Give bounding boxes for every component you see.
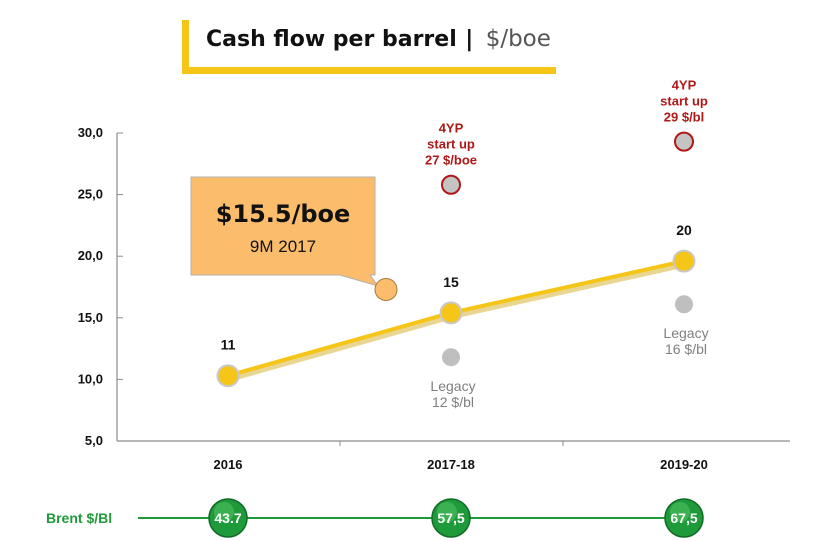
brent-marker — [664, 498, 704, 538]
title-bracket-left — [182, 20, 189, 74]
data-point — [672, 249, 696, 273]
legacy-annotation: Legacy — [663, 325, 708, 341]
brent-marker-highlight — [214, 502, 234, 522]
4yp-point — [441, 174, 461, 195]
brent-value: 57,5 — [437, 510, 464, 526]
x-tick-label: 2019-20 — [660, 457, 708, 472]
4yp-annotation: start up — [660, 94, 708, 109]
data-label: 20 — [676, 222, 692, 238]
callout-period: 9M 2017 — [250, 237, 316, 256]
y-axis-ticks: 5,0 10,0 15,0 20,0 25,0 30,0 — [78, 125, 123, 448]
legacy-annotation: 12 $/bl — [432, 394, 474, 410]
4yp-annotation: 4YP — [439, 121, 464, 136]
brent-label: Brent $/Bl — [46, 510, 112, 526]
callout-value: $15.5/boe — [216, 200, 351, 228]
brent-marker-highlight — [670, 502, 690, 522]
4yp-annotation: 29 $/bl — [664, 110, 704, 125]
4yp-annotation: start up — [427, 137, 475, 152]
callout-box — [190, 176, 380, 287]
4yp-point — [674, 131, 694, 152]
data-label: 11 — [221, 337, 236, 353]
brent-value: 67,5 — [670, 510, 697, 526]
data-point — [216, 364, 240, 388]
series-layer: 11 15 20 — [216, 222, 696, 388]
callout-marker-group — [374, 277, 398, 301]
brent-marker — [431, 498, 471, 538]
y-tick-label: 30,0 — [78, 125, 103, 140]
4yp-annotation: 27 $/boe — [425, 153, 477, 168]
legacy-annotation: Legacy — [430, 378, 475, 394]
chart-title: Cash flow per barrel | $/boe — [206, 26, 551, 52]
brent-value: 43.7 — [214, 510, 241, 526]
y-tick-label: 20,0 — [78, 248, 103, 263]
brent-row: 43.7 57,5 67,5 — [138, 498, 704, 538]
title-text: Cash flow per barrel — [206, 27, 457, 52]
x-axis-labels: 2016 2017-18 2019-20 — [214, 457, 708, 472]
title-unit: $/boe — [486, 26, 551, 52]
legacy-point — [442, 348, 460, 367]
y-tick-label: 25,0 — [78, 187, 103, 202]
y-tick-label: 15,0 — [78, 310, 103, 325]
callout-marker — [374, 277, 398, 301]
y-tick-label: 5,0 — [85, 433, 103, 448]
title-separator: | — [465, 27, 473, 52]
x-tick-label: 2016 — [214, 457, 243, 472]
brent-marker — [208, 498, 248, 538]
legacy-point — [675, 295, 693, 314]
brent-marker-highlight — [437, 502, 457, 522]
data-point — [439, 301, 463, 325]
legacy-annotation: 16 $/bl — [665, 341, 707, 357]
data-label: 15 — [443, 274, 459, 290]
title-bracket-bottom — [182, 67, 556, 74]
y-tick-label: 10,0 — [78, 371, 103, 386]
4yp-annotation: 4YP — [672, 78, 697, 93]
x-tick-label: 2017-18 — [427, 457, 475, 472]
